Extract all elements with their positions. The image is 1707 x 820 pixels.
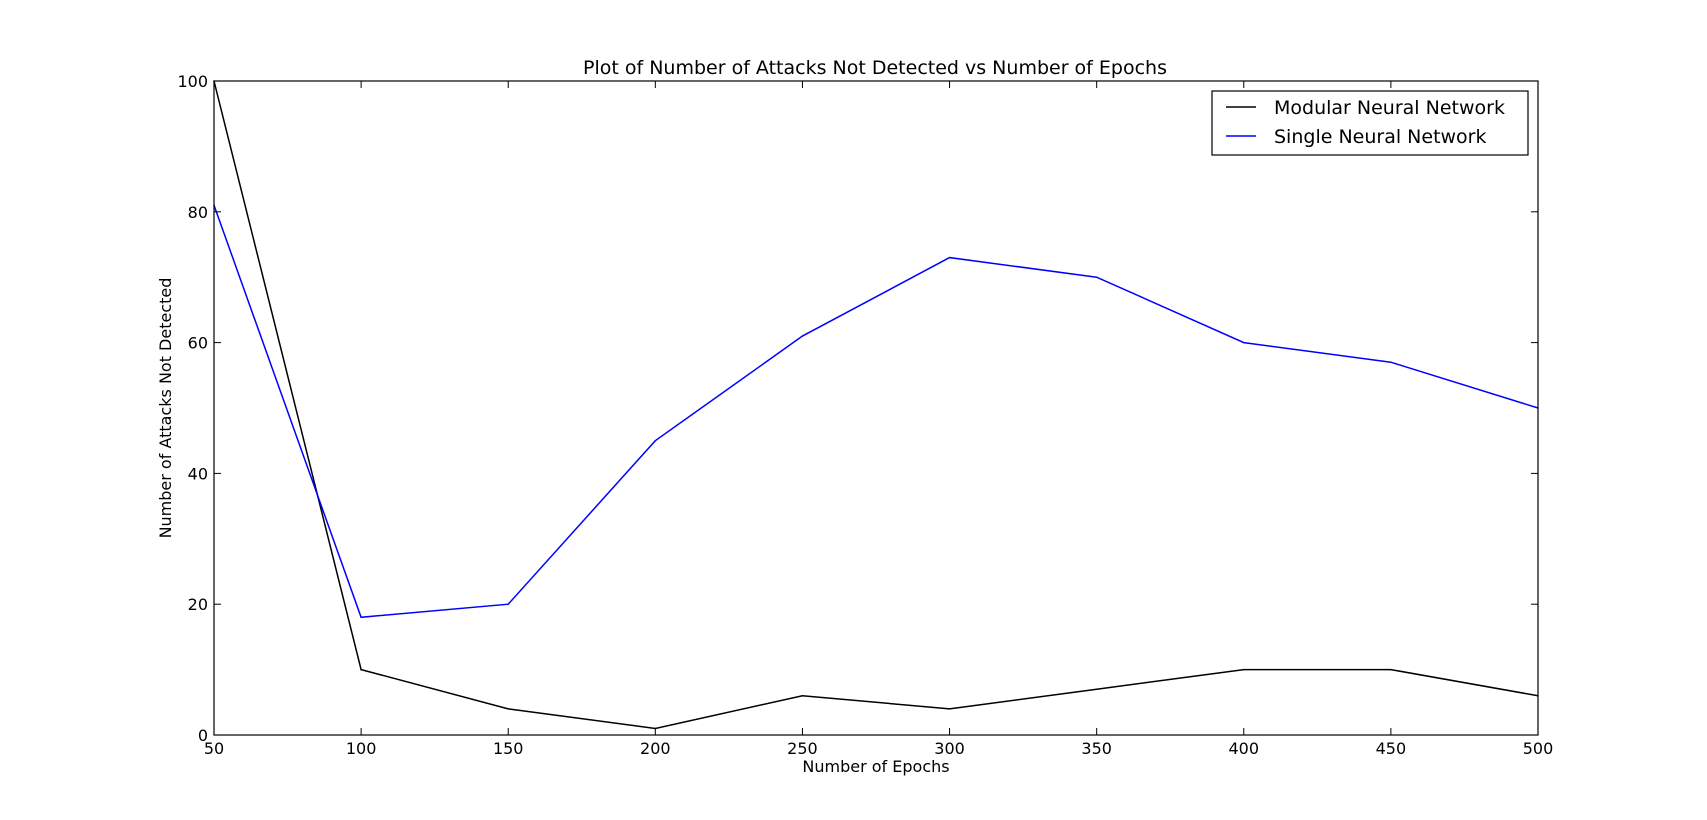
data-point-single-neural-network-150 xyxy=(507,603,509,605)
legend: Modular Neural Network Single Neural Net… xyxy=(1211,90,1529,156)
x-tick-label-350: 350 xyxy=(1081,739,1112,758)
y-axis-label: Number of Attacks Not Detected xyxy=(156,278,175,539)
plot-frame xyxy=(213,80,1539,736)
x-tick-label-450: 450 xyxy=(1376,739,1407,758)
legend-box xyxy=(1211,90,1529,156)
data-point-single-neural-network-200 xyxy=(654,439,657,442)
data-point-modular-neural-network-350 xyxy=(1095,688,1098,690)
series-line-modular-neural-network xyxy=(213,80,1539,730)
x-tick-label-250: 250 xyxy=(787,739,818,758)
ticks-layer: 50 100 150 200 250 300 350 400 450 500 0 20 40 60 80 10… xyxy=(177,72,1553,758)
x-tick-label-50: 50 xyxy=(204,739,224,758)
data-point-modular-neural-network-400 xyxy=(1243,668,1245,671)
series-line-single-neural-network xyxy=(213,205,1539,619)
y-tick-label-40: 40 xyxy=(188,464,208,483)
x-axis-label: Number of Epochs xyxy=(802,757,949,776)
x-tick-label-200: 200 xyxy=(640,739,671,758)
data-point-modular-neural-network-150 xyxy=(507,708,509,710)
chart-title: Plot of Number of Attacks Not Detected v… xyxy=(583,57,1167,79)
data-point-modular-neural-network-100 xyxy=(360,668,362,671)
data-point-single-neural-network-400 xyxy=(1243,341,1245,344)
x-tick-label-100: 100 xyxy=(346,739,377,758)
data-point-single-neural-network-300 xyxy=(948,256,951,259)
data-point-single-neural-network-100 xyxy=(360,616,362,619)
x-tick-label-500: 500 xyxy=(1523,739,1554,758)
y-tick-label-60: 60 xyxy=(188,334,208,353)
x-tick-label-300: 300 xyxy=(934,739,965,758)
x-tick-label-150: 150 xyxy=(493,739,524,758)
data-point-modular-neural-network-250 xyxy=(801,695,804,697)
data-point-single-neural-network-250 xyxy=(801,335,804,337)
data-point-modular-neural-network-450 xyxy=(1390,668,1392,671)
y-tick-label-100: 100 xyxy=(177,72,208,91)
x-tick-label-400: 400 xyxy=(1229,739,1260,758)
legend-label-single: Single Neural Network xyxy=(1274,126,1487,148)
legend-label-modular: Modular Neural Network xyxy=(1274,97,1505,119)
series-layer xyxy=(213,80,1539,730)
y-tick-label-80: 80 xyxy=(188,203,208,222)
data-point-modular-neural-network-300 xyxy=(948,708,951,710)
y-tick-label-0: 0 xyxy=(198,726,208,745)
data-point-single-neural-network-450 xyxy=(1390,361,1392,363)
data-point-single-neural-network-350 xyxy=(1095,276,1098,278)
y-tick-label-20: 20 xyxy=(188,595,208,614)
